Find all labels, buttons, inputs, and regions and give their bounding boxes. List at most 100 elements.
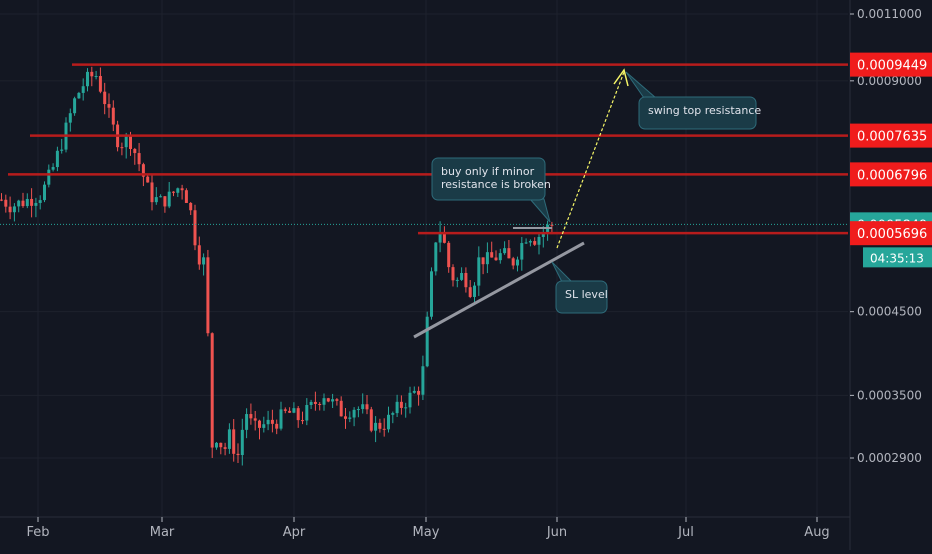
candle-body xyxy=(408,392,412,408)
candle-body xyxy=(395,401,399,414)
candle-body xyxy=(154,197,158,203)
candle-body xyxy=(197,245,201,265)
candle-body xyxy=(8,206,12,213)
candle-body xyxy=(356,409,360,411)
candle-body xyxy=(120,147,124,149)
candle-body xyxy=(249,414,253,419)
candle-body xyxy=(258,420,261,428)
candle-body xyxy=(90,71,94,77)
resistance-3-price-tag xyxy=(850,162,932,187)
candle-body xyxy=(387,414,390,430)
candle-body xyxy=(335,399,339,401)
candle-body xyxy=(25,198,29,207)
drawings: swing top resistance buy only if minorres… xyxy=(413,68,761,339)
candle-body xyxy=(124,135,128,148)
candle-body xyxy=(223,447,227,449)
candle-body xyxy=(133,148,137,154)
candle-body xyxy=(473,285,476,297)
candle-body xyxy=(184,190,188,203)
y-tick-label: 0.0004500 xyxy=(857,305,922,319)
candle-body xyxy=(141,164,145,177)
candle-body xyxy=(430,271,433,317)
countdown-tag xyxy=(863,247,932,268)
x-tick-label: Apr xyxy=(283,525,306,540)
candle-body xyxy=(103,91,107,105)
resistance-levels xyxy=(0,63,848,235)
candle-body xyxy=(434,242,438,272)
candle-body xyxy=(60,149,64,151)
x-tick-label: Jul xyxy=(677,525,694,540)
x-tick-label: Jun xyxy=(546,525,567,540)
grid xyxy=(0,0,848,517)
buy-note-pointer xyxy=(528,198,551,223)
resistance-2-price-tag xyxy=(850,123,932,148)
candle-body xyxy=(163,196,167,207)
x-tick-label: Feb xyxy=(26,525,49,540)
candle-body xyxy=(137,153,141,165)
buy-note-text: resistance is broken xyxy=(441,178,551,191)
swing-top-price-tag xyxy=(850,52,932,77)
candle-body xyxy=(425,316,429,367)
projection-arrow-line xyxy=(556,71,625,249)
candle-body xyxy=(494,257,498,261)
candle-body xyxy=(210,333,214,448)
minor-resistance-price-tag xyxy=(850,221,932,246)
x-tick-label: Aug xyxy=(804,525,829,540)
candle-body xyxy=(503,248,507,254)
candle-body xyxy=(365,404,369,410)
sl-note-text: SL level xyxy=(565,288,608,301)
candle-body xyxy=(507,248,511,259)
sl-note-pointer xyxy=(551,261,574,283)
candle-body xyxy=(481,257,485,265)
candle-body xyxy=(34,202,38,206)
candle-body xyxy=(111,107,115,125)
candle-body xyxy=(451,267,455,281)
candle-body xyxy=(528,241,532,243)
candle-body xyxy=(326,398,330,402)
candle-body xyxy=(86,71,89,87)
candle-body xyxy=(404,407,408,409)
resistance-2-price-text: 0.0007635 xyxy=(857,130,927,145)
candle-body xyxy=(438,232,442,243)
candle-body xyxy=(292,408,296,413)
candle-body xyxy=(51,167,55,170)
minor-resistance-price-text: 0.0005696 xyxy=(857,227,927,242)
candle-body xyxy=(98,76,102,92)
candle-body xyxy=(447,242,451,268)
x-tick-label: Mar xyxy=(150,525,175,540)
candle-body xyxy=(21,200,25,207)
candle-body xyxy=(288,410,292,413)
swing-top-price-text: 0.0009449 xyxy=(857,59,927,74)
candle-body xyxy=(305,404,309,421)
candle-body xyxy=(167,191,171,207)
candle-body xyxy=(322,398,326,405)
candle-body xyxy=(55,150,59,168)
candle-body xyxy=(219,442,223,448)
candle-body xyxy=(533,241,537,245)
candle-body xyxy=(43,184,46,201)
projection-arrow-head xyxy=(613,68,629,87)
buy-note-box xyxy=(431,157,546,201)
buy-note-text: buy only if minor xyxy=(441,165,535,178)
candle-body xyxy=(296,408,300,421)
candle-body xyxy=(180,188,184,191)
candle-body xyxy=(262,424,266,428)
y-tick-label: 0.0011000 xyxy=(857,7,922,21)
candle-body xyxy=(399,401,403,408)
candle-body xyxy=(227,429,231,449)
candle-body xyxy=(206,257,210,334)
candle-body xyxy=(382,428,386,430)
candle-body xyxy=(73,98,77,114)
candle-body xyxy=(417,390,421,395)
y-tick-label: 0.0009000 xyxy=(857,74,922,88)
candle-body xyxy=(352,409,356,418)
candle-body xyxy=(421,366,425,395)
candle-body xyxy=(275,423,279,429)
candle-body xyxy=(189,202,193,211)
candle-body xyxy=(12,206,16,213)
candle-body xyxy=(460,272,464,280)
countdown-text: 04:35:13 xyxy=(870,251,924,265)
candle-body xyxy=(520,243,524,260)
candle-body xyxy=(30,198,34,206)
candle-body xyxy=(146,176,150,183)
